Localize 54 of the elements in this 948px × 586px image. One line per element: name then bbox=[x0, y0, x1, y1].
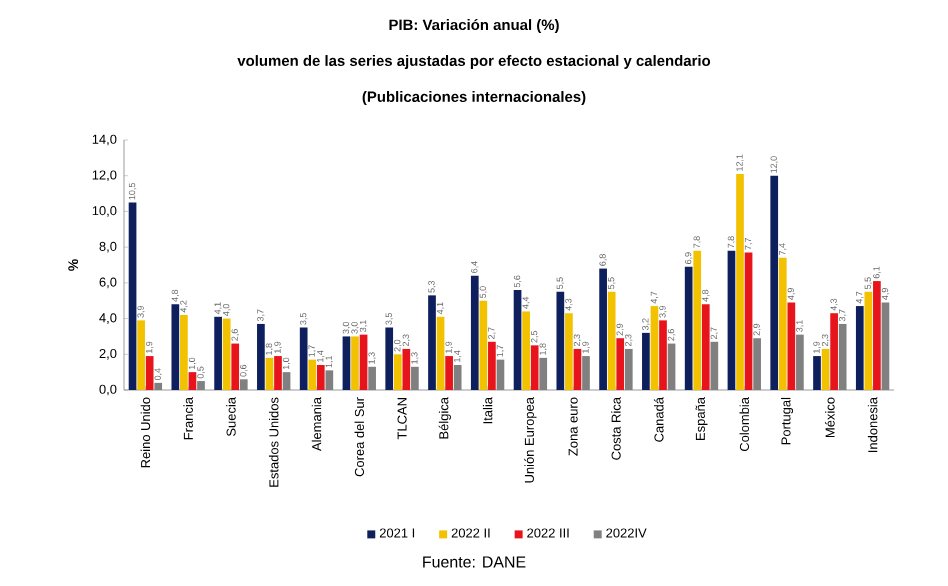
bar bbox=[393, 354, 402, 390]
bar bbox=[385, 327, 394, 390]
bar bbox=[727, 250, 736, 390]
bar bbox=[428, 295, 436, 390]
bar bbox=[873, 281, 881, 390]
bar bbox=[855, 306, 864, 390]
bar bbox=[778, 257, 787, 390]
bar bbox=[180, 315, 188, 390]
bar bbox=[436, 316, 445, 390]
bar bbox=[137, 320, 145, 390]
bar bbox=[402, 348, 411, 390]
bar bbox=[222, 318, 231, 390]
bar bbox=[770, 175, 779, 390]
bar bbox=[257, 323, 265, 390]
bar bbox=[265, 357, 274, 390]
bar bbox=[470, 275, 479, 390]
bar bbox=[188, 372, 197, 390]
bar bbox=[736, 173, 744, 390]
bar bbox=[351, 336, 359, 390]
bar bbox=[513, 290, 522, 390]
bar bbox=[701, 304, 710, 390]
bar bbox=[128, 202, 137, 390]
bar bbox=[522, 311, 530, 390]
bar bbox=[214, 316, 222, 390]
bar bbox=[342, 336, 351, 390]
bar bbox=[274, 356, 282, 390]
bar bbox=[573, 348, 582, 390]
bar bbox=[488, 341, 496, 390]
bar bbox=[316, 365, 325, 390]
bar bbox=[308, 359, 317, 390]
bar bbox=[599, 268, 607, 390]
bar bbox=[813, 356, 821, 390]
bar bbox=[684, 266, 693, 390]
bar bbox=[359, 334, 368, 390]
bar bbox=[864, 291, 873, 390]
bar bbox=[642, 332, 650, 390]
bar bbox=[650, 306, 659, 390]
bar bbox=[299, 327, 308, 390]
bar bbox=[530, 345, 539, 390]
bar bbox=[744, 252, 753, 390]
bar bbox=[607, 291, 616, 390]
bar bbox=[171, 304, 180, 390]
bar bbox=[556, 291, 565, 390]
bar bbox=[830, 313, 838, 390]
bar bbox=[445, 356, 453, 390]
bar bbox=[145, 356, 154, 390]
bar bbox=[787, 302, 796, 390]
bar bbox=[231, 343, 240, 390]
bar bbox=[479, 300, 488, 390]
bar bbox=[616, 338, 625, 390]
bar bbox=[565, 313, 573, 390]
bar bbox=[821, 348, 830, 390]
bar bbox=[693, 250, 702, 390]
bar bbox=[659, 320, 667, 390]
